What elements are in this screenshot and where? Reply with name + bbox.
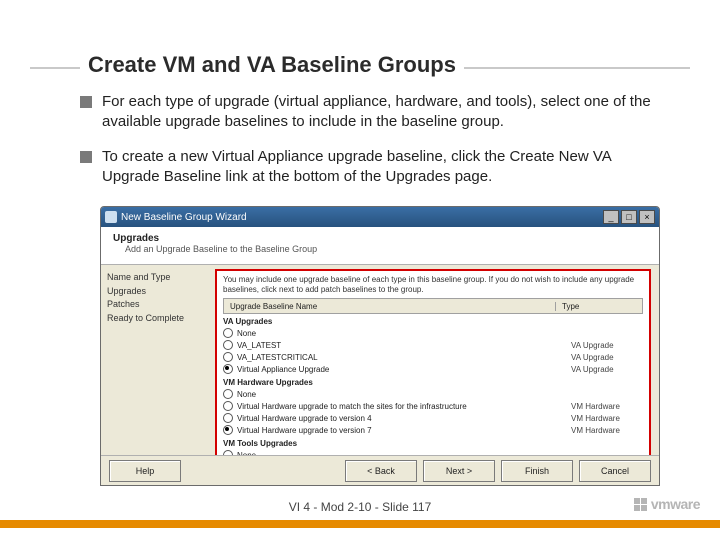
window-titlebar[interactable]: New Baseline Group Wizard _ □ ×	[101, 207, 659, 227]
upgrade-option[interactable]: None	[223, 327, 643, 339]
radio-icon[interactable]	[223, 352, 233, 362]
col-header-type: Type	[556, 302, 642, 311]
wizard-steps-nav: Name and Type Upgrades Patches Ready to …	[101, 265, 211, 463]
back-button[interactable]: < Back	[345, 460, 417, 482]
upgrade-option[interactable]: Virtual Appliance UpgradeVA Upgrade	[223, 363, 643, 375]
next-button[interactable]: Next >	[423, 460, 495, 482]
wizard-step[interactable]: Patches	[107, 298, 205, 312]
slide-footer: VI 4 - Mod 2-10 - Slide 117	[0, 500, 720, 514]
section-heading: VM Hardware Upgrades	[223, 378, 643, 387]
radio-icon[interactable]	[223, 364, 233, 374]
dialog-header-subtitle: Add an Upgrade Baseline to the Baseline …	[125, 244, 647, 254]
minimize-button[interactable]: _	[603, 210, 619, 224]
window-icon	[105, 211, 117, 223]
wizard-step[interactable]: Name and Type	[107, 271, 205, 285]
dialog-header: Upgrades Add an Upgrade Baseline to the …	[101, 227, 659, 265]
footer-accent-bar	[0, 520, 720, 528]
col-header-name: Upgrade Baseline Name	[224, 302, 556, 311]
baseline-group-wizard: New Baseline Group Wizard _ □ × Upgrades…	[100, 206, 660, 486]
wizard-step[interactable]: Ready to Complete	[107, 312, 205, 326]
section-heading: VA Upgrades	[223, 317, 643, 326]
dialog-header-title: Upgrades	[113, 233, 647, 244]
bullet-list: For each type of upgrade (virtual applia…	[80, 92, 670, 201]
hint-text: You may include one upgrade baseline of …	[223, 275, 643, 294]
upgrade-option[interactable]: None	[223, 388, 643, 400]
upgrade-option[interactable]: VA_LATESTVA Upgrade	[223, 339, 643, 351]
bullet-text: For each type of upgrade (virtual applia…	[102, 92, 670, 133]
radio-icon[interactable]	[223, 389, 233, 399]
upgrade-option[interactable]: Virtual Hardware upgrade to version 7VM …	[223, 424, 643, 436]
radio-icon[interactable]	[223, 401, 233, 411]
radio-icon[interactable]	[223, 425, 233, 435]
cancel-button[interactable]: Cancel	[579, 460, 651, 482]
close-button[interactable]: ×	[639, 210, 655, 224]
maximize-button[interactable]: □	[621, 210, 637, 224]
dialog-button-bar: Help < Back Next > Finish Cancel	[101, 455, 659, 485]
radio-icon[interactable]	[223, 328, 233, 338]
vmware-logo-text: vmware	[651, 496, 700, 512]
help-button[interactable]: Help	[109, 460, 181, 482]
upgrade-option[interactable]: Virtual Hardware upgrade to version 4VM …	[223, 412, 643, 424]
vmware-logo-icon	[634, 498, 647, 511]
page-title: Create VM and VA Baseline Groups	[80, 52, 464, 78]
wizard-screenshot: New Baseline Group Wizard _ □ × Upgrades…	[100, 206, 660, 486]
column-headers: Upgrade Baseline Name Type	[223, 298, 643, 314]
radio-icon[interactable]	[223, 340, 233, 350]
radio-icon[interactable]	[223, 413, 233, 423]
highlighted-content-box: You may include one upgrade baseline of …	[215, 269, 651, 459]
bullet-square-icon	[80, 96, 92, 108]
window-title: New Baseline Group Wizard	[121, 212, 247, 223]
upgrade-option[interactable]: VA_LATESTCRITICALVA Upgrade	[223, 351, 643, 363]
wizard-step[interactable]: Upgrades	[107, 285, 205, 299]
bullet-square-icon	[80, 151, 92, 163]
bullet-text: To create a new Virtual Appliance upgrad…	[102, 147, 670, 188]
section-heading: VM Tools Upgrades	[223, 439, 643, 448]
vmware-logo: vmware	[634, 496, 700, 512]
wizard-content: You may include one upgrade baseline of …	[211, 265, 659, 463]
upgrade-option[interactable]: Virtual Hardware upgrade to match the si…	[223, 400, 643, 412]
finish-button[interactable]: Finish	[501, 460, 573, 482]
